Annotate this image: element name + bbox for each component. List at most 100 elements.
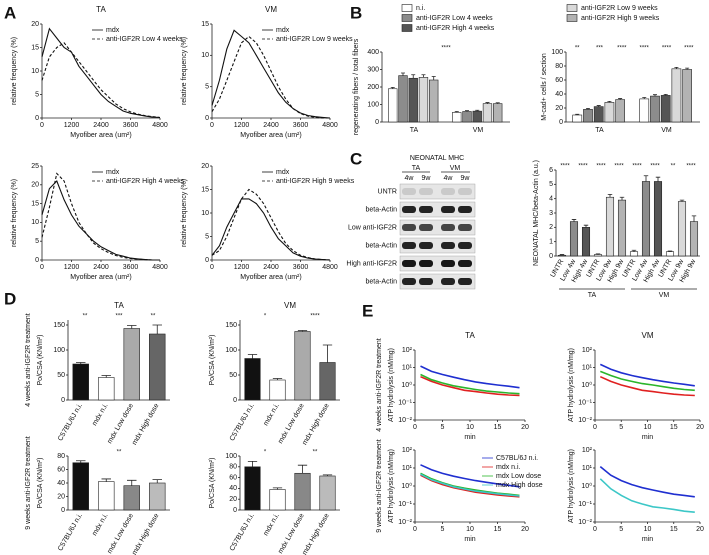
bar bbox=[593, 106, 604, 123]
blot-band bbox=[402, 278, 416, 285]
y-tick-label: 10⁻¹ bbox=[398, 501, 412, 508]
series-line bbox=[599, 478, 695, 513]
y-tick-label: 15 bbox=[31, 200, 39, 207]
y-tick-label: 10⁰ bbox=[581, 482, 592, 490]
y-tick-label: 10⁻² bbox=[578, 417, 592, 424]
x-tick-label: mdx Low dose bbox=[106, 402, 135, 445]
series-line bbox=[41, 180, 160, 261]
y-tick-label: 300 bbox=[367, 66, 379, 73]
y-tick-label: 10² bbox=[402, 347, 413, 354]
blot-lane-label: 4w bbox=[444, 175, 454, 182]
bar bbox=[572, 114, 583, 123]
blot-band bbox=[441, 260, 455, 267]
blot-band bbox=[402, 242, 416, 249]
x-tick-label: 2400 bbox=[93, 122, 109, 129]
y-tick-label: 5 bbox=[205, 233, 209, 240]
y-tick-label: 60 bbox=[229, 474, 237, 481]
x-axis-label: Myofiber area (um²) bbox=[70, 132, 131, 139]
y-axis-label: ATP hydrolysis (nM/mg) bbox=[388, 348, 395, 422]
legend-label: mdx bbox=[276, 27, 290, 34]
y-tick-label: 10 bbox=[201, 210, 209, 217]
x-tick-label: mdx High dose bbox=[301, 402, 330, 446]
y-axis-label: relative frequency (%) bbox=[11, 37, 18, 105]
bar bbox=[418, 77, 429, 123]
y-tick-label: 3 bbox=[549, 210, 553, 217]
series-line bbox=[420, 474, 520, 498]
y-tick-label: 10¹ bbox=[582, 465, 593, 472]
y-tick-label: 0 bbox=[375, 119, 379, 126]
y-tick-label: 80 bbox=[57, 453, 65, 460]
bar bbox=[319, 362, 336, 401]
y-axis-label: relative frequency (%) bbox=[11, 179, 18, 247]
legend-label: anti-IGF2R High 9 weeks bbox=[581, 15, 660, 22]
bar bbox=[593, 254, 603, 257]
legend-label: anti-IGF2R Low 4 weeks bbox=[416, 15, 493, 22]
blot-band bbox=[458, 278, 472, 285]
y-tick-label: 15 bbox=[31, 44, 39, 51]
bar bbox=[583, 109, 593, 123]
x-tick-label: 20 bbox=[696, 424, 704, 431]
y-tick-label: 0 bbox=[61, 397, 65, 404]
annotation: **** bbox=[684, 46, 694, 52]
x-tick-label: 0 bbox=[210, 264, 214, 271]
y-tick-label: 5 bbox=[35, 91, 39, 98]
annotation: **** bbox=[686, 164, 696, 170]
error-bar bbox=[152, 479, 162, 483]
bar bbox=[557, 254, 567, 257]
bar bbox=[617, 199, 627, 257]
bar bbox=[660, 95, 671, 123]
legend-label: anti-IGF2R Low 9 weeks bbox=[581, 5, 658, 12]
legend-key bbox=[401, 4, 413, 12]
error-bar bbox=[272, 378, 283, 380]
x-tick-label: 2400 bbox=[93, 264, 109, 271]
blot-band bbox=[441, 242, 455, 249]
blot-row-label: beta-Actin bbox=[365, 206, 397, 213]
y-tick-label: 0 bbox=[233, 397, 237, 404]
annotation: * bbox=[264, 314, 267, 320]
y-tick-label: 0 bbox=[205, 257, 209, 264]
y-axis-label: Po/CSA (KN/m²) bbox=[209, 335, 216, 386]
error-bar bbox=[322, 474, 333, 476]
error-bar bbox=[247, 354, 258, 359]
blot-row-label: Low anti-IGF2R bbox=[348, 224, 397, 231]
y-tick-label: 20 bbox=[229, 496, 237, 503]
blot-band bbox=[402, 260, 416, 267]
y-tick-label: 100 bbox=[225, 453, 237, 460]
bar bbox=[569, 221, 579, 257]
annotation: *** bbox=[115, 314, 123, 320]
error-bar bbox=[619, 196, 625, 201]
y-tick-label: 100 bbox=[367, 101, 379, 108]
error-bar bbox=[127, 479, 137, 486]
x-tick-label: mdx n.i. bbox=[263, 512, 281, 537]
error-bar bbox=[411, 74, 416, 79]
bar bbox=[294, 472, 311, 511]
bar bbox=[319, 475, 336, 511]
x-tick-label: VM bbox=[473, 127, 484, 134]
x-tick-label: C57BL/6J n.i. bbox=[57, 512, 84, 552]
legend-label: mdx bbox=[276, 169, 290, 176]
error-bar bbox=[652, 94, 657, 97]
x-tick-label: mdx Low dose bbox=[277, 512, 306, 555]
y-tick-label: 10² bbox=[402, 447, 413, 454]
x-tick-label: mdx High dose bbox=[301, 512, 330, 555]
blot-lane-label: 9w bbox=[461, 175, 471, 182]
y-tick-label: 6 bbox=[549, 167, 553, 174]
x-tick-label: mdx n.i. bbox=[91, 402, 109, 427]
error-bar bbox=[475, 109, 480, 112]
y-tick-label: 5 bbox=[35, 238, 39, 245]
y-tick-label: 50 bbox=[57, 372, 65, 379]
error-bar bbox=[575, 113, 580, 115]
y-tick-label: 10⁻² bbox=[398, 417, 412, 424]
blot-band bbox=[419, 188, 433, 195]
x-tick-label: mdx Low dose bbox=[106, 512, 135, 555]
error-bar bbox=[76, 460, 86, 463]
y-tick-label: 15 bbox=[201, 21, 209, 28]
error-bar bbox=[571, 219, 577, 222]
annotation: ** bbox=[671, 164, 676, 170]
series-line bbox=[211, 188, 331, 261]
error-bar bbox=[618, 98, 623, 100]
error-bar bbox=[322, 344, 333, 363]
blot-band bbox=[458, 206, 472, 213]
x-tick-label: 0 bbox=[40, 122, 44, 129]
series-line bbox=[41, 172, 160, 261]
